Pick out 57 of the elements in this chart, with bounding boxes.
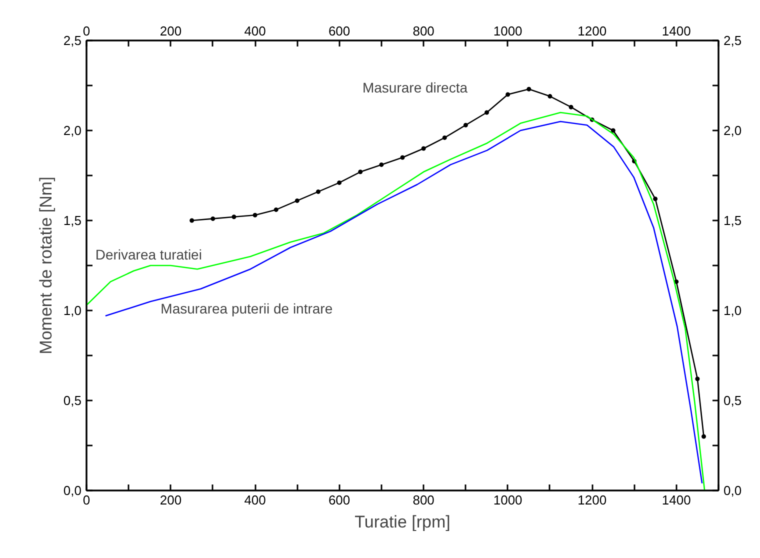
x2-tick-label: 400 [244,492,266,508]
point [695,376,700,382]
series-label: Derivarea turatiei [95,246,202,263]
point [210,216,216,221]
y-tick-label: 0,5 [63,393,82,408]
point [526,86,532,92]
point [316,189,320,194]
y2-tick-label: 2,0 [724,123,742,138]
point [252,212,258,218]
y-tick-label: 2,5 [63,33,82,48]
point [484,110,490,115]
y2-tick-label: 1,5 [724,213,742,228]
x2-tick-label: 800 [412,492,434,508]
x2-tick-label: 600 [328,492,350,508]
x-axis-title: Turatie [rpm] [354,512,450,532]
point [463,122,468,128]
x-tick-label: 1200 [578,24,607,38]
x-tick-label: 1400 [662,24,691,38]
x-tick-label: 400 [244,24,266,38]
x2-tick-label: 0 [82,492,90,508]
y-axis-title: Moment de rotatie [Nm] [36,176,56,354]
x2-tick-label: 1200 [578,492,607,508]
point [568,104,574,110]
point [442,135,447,140]
point [610,128,616,133]
y-tick-label: 0,0 [63,483,82,498]
y2-tick-label: 2,5 [724,33,742,48]
series-label: Masurarea puterii de intrare [160,300,333,317]
y2-tick-label: 0,0 [724,483,742,498]
point [190,218,194,223]
point [702,434,706,439]
x2-tick-label: 200 [160,492,182,508]
y2-tick-label: 0,5 [724,393,742,408]
x-tick-label: 200 [160,24,182,38]
point [274,207,278,212]
point [674,279,679,284]
y2-tick-label: 1,0 [724,303,742,318]
point [506,92,510,97]
point [358,170,363,174]
point [337,180,342,185]
y-tick-label: 2,0 [63,123,82,138]
point [379,162,384,167]
x-tick-label: 0 [82,24,90,38]
series-label: Masurare directa [362,79,468,96]
y-tick-label: 1,0 [63,303,82,318]
point [548,94,552,99]
point [232,214,236,220]
x-tick-label: 800 [412,24,434,38]
x-tick-label: 600 [328,24,350,38]
x2-tick-label: 1000 [493,492,522,508]
point [400,155,405,160]
point [653,196,658,202]
point [294,198,300,203]
x2-tick-label: 1400 [662,492,691,508]
point [421,146,426,151]
y-tick-label: 1,5 [63,213,82,228]
x-tick-label: 1000 [493,24,522,38]
